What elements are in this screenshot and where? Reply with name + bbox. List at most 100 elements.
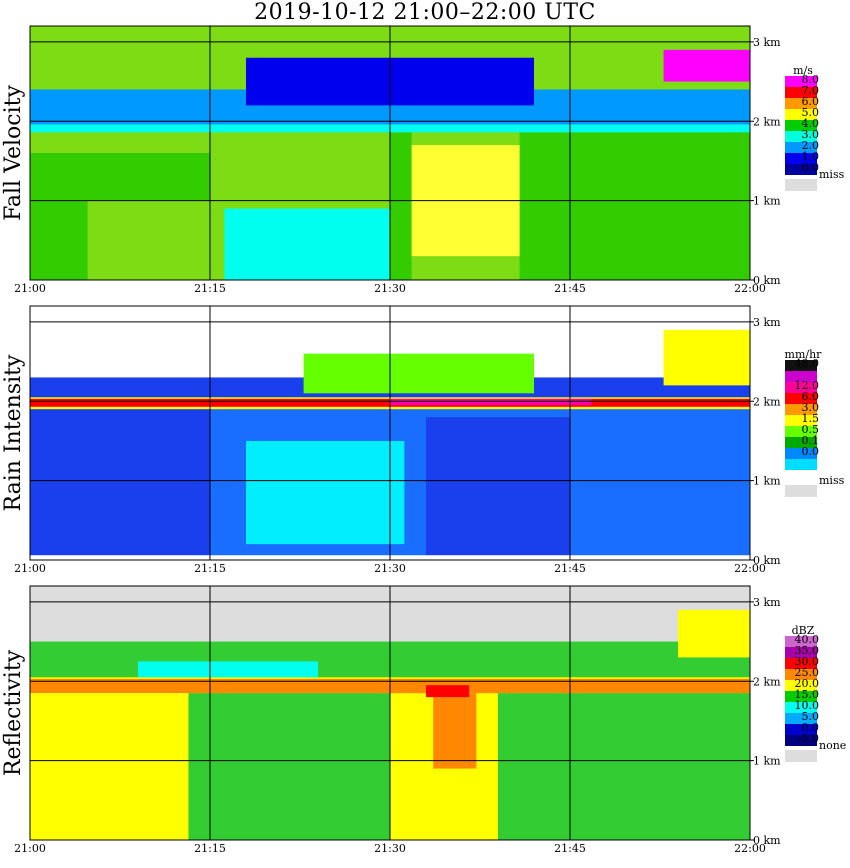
reflectivity-ytick-2: 2 km (753, 675, 781, 688)
rain-intensity-level-0: 48.0 (795, 357, 820, 370)
reflectivity-xtick-3: 21:45 (554, 842, 586, 855)
fall-velocity-level-3: 5.0 (802, 106, 820, 119)
fall-velocity-layer-1 (30, 200, 88, 280)
rain-intensity-swatch-0 (785, 360, 817, 371)
rain-intensity-layer-6 (663, 329, 750, 386)
fall-velocity-level-7: 1.0 (802, 150, 820, 163)
reflectivity-xtick-0: 21:00 (14, 842, 46, 855)
reflectivity-level-0: 40.0 (795, 633, 820, 646)
reflectivity-swatch-9 (785, 735, 817, 746)
reflectivity-swatch-0 (785, 636, 817, 647)
fall-velocity-swatch-1 (785, 87, 817, 98)
reflectivity-swatch-2 (785, 658, 817, 669)
reflectivity-level-4: 20.0 (795, 677, 820, 690)
reflectivity-missing-label: none (819, 739, 846, 752)
fall-velocity-swatch-6 (785, 142, 817, 153)
reflectivity-level-8: 0.0 (802, 721, 820, 734)
fall-velocity-ytick-3: 3 km (753, 36, 781, 49)
rain-intensity-xtick-4: 22:00 (734, 562, 766, 575)
rain-intensity-swatch-2 (785, 382, 817, 393)
fall-velocity-ytick-2: 2 km (753, 115, 781, 128)
chart-title: 2019-10-12 21:00–22:00 UTC (254, 0, 596, 25)
rain-intensity-missing-swatch (785, 485, 817, 497)
reflectivity-layer-5 (188, 693, 390, 840)
reflectivity-level-5: 15.0 (795, 688, 820, 701)
fall-velocity-swatch-5 (785, 131, 817, 142)
fall-velocity-ytick-0: 0 km (753, 274, 781, 287)
reflectivity-layer-9 (30, 693, 189, 840)
rain-intensity-ytick-3: 3 km (753, 316, 781, 329)
reflectivity-layer-6 (498, 693, 750, 840)
rain-intensity-swatch-10 (785, 470, 817, 481)
fall-velocity-xtick-0: 21:00 (14, 282, 46, 295)
reflectivity-level-6: 10.0 (795, 699, 820, 712)
reflectivity-layer-2 (138, 661, 318, 678)
rain-intensity-panel-label: Rain Intensity (1, 354, 26, 511)
fall-velocity-level-2: 6.0 (802, 95, 820, 108)
fall-velocity-xtick-3: 21:45 (554, 282, 586, 295)
rain-intensity-xtick-0: 21:00 (14, 562, 46, 575)
fall-velocity-swatch-3 (785, 109, 817, 120)
fall-velocity-ytick-1: 1 km (753, 195, 781, 208)
reflectivity-xtick-4: 22:00 (734, 842, 766, 855)
rain-intensity-ytick-1: 1 km (753, 475, 781, 488)
rain-intensity-level-6: 0.5 (802, 423, 820, 436)
rain-intensity-swatch-8 (785, 448, 817, 459)
fall-velocity-missing-swatch (785, 179, 817, 191)
reflectivity-swatch-4 (785, 680, 817, 691)
rain-intensity-xtick-3: 21:45 (554, 562, 586, 575)
reflectivity-layer-3 (678, 609, 750, 658)
rain-intensity-ytick-0: 0 km (753, 554, 781, 567)
rain-intensity-unit: mm/hr (785, 348, 823, 361)
reflectivity-panel-label: Reflectivity (1, 649, 26, 776)
reflectivity-level-7: 5.0 (802, 710, 820, 723)
rain-intensity-swatch-4 (785, 404, 817, 415)
rain-intensity-ytick-2: 2 km (753, 395, 781, 408)
reflectivity-swatch-8 (785, 724, 817, 735)
reflectivity-missing-swatch (785, 750, 817, 762)
reflectivity-level-1: 35.0 (795, 644, 820, 657)
fall-velocity-level-8: 0.0 (802, 161, 820, 174)
reflectivity-swatch-1 (785, 647, 817, 658)
fall-velocity-layer-5 (224, 208, 390, 280)
reflectivity-swatch-5 (785, 691, 817, 702)
rain-intensity-layer-1 (246, 440, 405, 545)
rain-intensity-layer-2 (426, 417, 570, 560)
fall-velocity-panel-label: Fall Velocity (1, 85, 26, 221)
rain-intensity-level-7: 0.1 (802, 434, 820, 447)
fall-velocity-missing-label: miss (819, 168, 845, 181)
fall-velocity-swatch-4 (785, 120, 817, 131)
rain-intensity-level-5: 1.5 (802, 412, 820, 425)
reflectivity-xtick-2: 21:30 (374, 842, 406, 855)
fall-velocity-xtick-1: 21:15 (194, 282, 226, 295)
rain-intensity-swatch-6 (785, 426, 817, 437)
rain-intensity-layer-0 (30, 409, 210, 560)
fall-velocity-level-1: 7.0 (802, 84, 820, 97)
reflectivity-level-3: 25.0 (795, 666, 820, 679)
fall-velocity-layer-0 (30, 153, 210, 201)
reflectivity-unit: dBZ (792, 624, 815, 637)
fall-velocity-layer-9 (663, 49, 750, 82)
reflectivity-level-9: -5.0 (798, 732, 819, 745)
fall-velocity-level-4: 4.0 (802, 117, 820, 130)
rain-intensity-swatch-9 (785, 459, 817, 470)
fall-velocity-level-5: 3.0 (802, 128, 820, 141)
fall-velocity-xtick-2: 21:30 (374, 282, 406, 295)
fall-velocity-level-0: 8.0 (802, 73, 820, 86)
rain-intensity-missing-label: miss (819, 474, 845, 487)
rain-intensity-swatch-7 (785, 437, 817, 448)
fall-velocity-xtick-4: 22:00 (734, 282, 766, 295)
reflectivity-swatch-3 (785, 669, 817, 680)
reflectivity-swatch-6 (785, 702, 817, 713)
reflectivity-ytick-1: 1 km (753, 755, 781, 768)
fall-velocity-swatch-2 (785, 98, 817, 109)
fall-velocity-level-6: 2.0 (802, 139, 820, 152)
reflectivity-layer-8 (426, 685, 470, 698)
rain-intensity-level-4: 3.0 (802, 401, 820, 414)
fall-velocity-layer-3 (390, 129, 412, 280)
reflectivity-swatch-7 (785, 713, 817, 724)
reflectivity-ytick-3: 3 km (753, 596, 781, 609)
rain-intensity-swatch-3 (785, 393, 817, 404)
rain-intensity-xtick-1: 21:15 (194, 562, 226, 575)
